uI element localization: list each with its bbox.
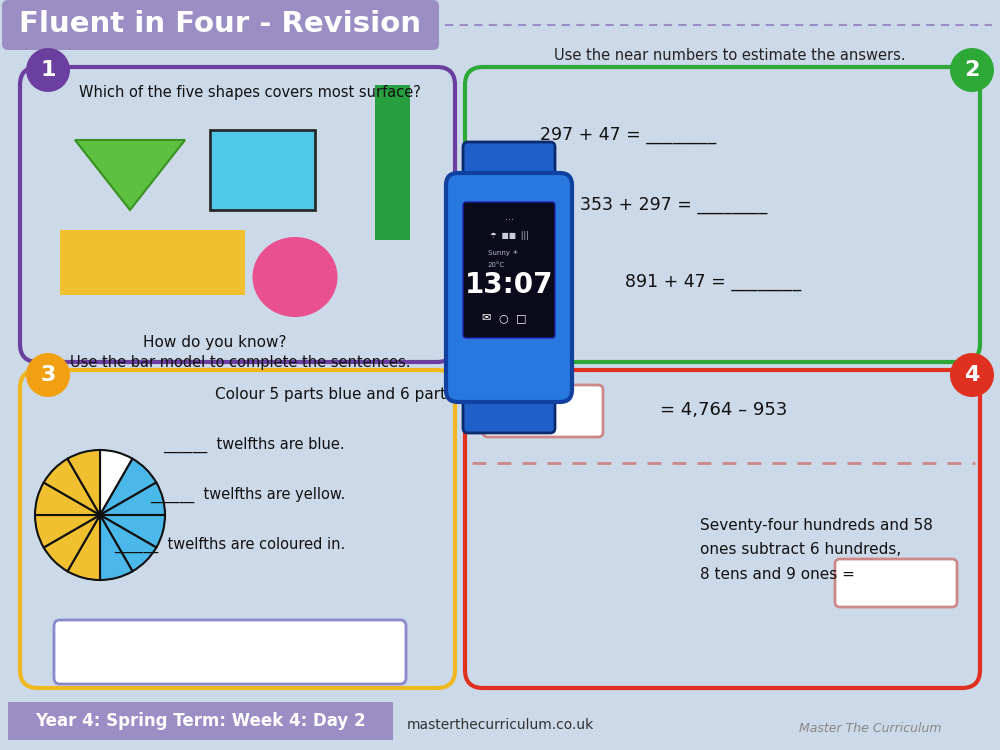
Text: Use the bar model to complete the sentences.: Use the bar model to complete the senten… — [70, 355, 410, 370]
FancyBboxPatch shape — [446, 173, 572, 402]
Text: ______  twelfths are blue.: ______ twelfths are blue. — [163, 437, 345, 453]
FancyBboxPatch shape — [463, 385, 555, 433]
Text: 4: 4 — [964, 365, 980, 385]
Wedge shape — [68, 515, 100, 580]
FancyBboxPatch shape — [54, 620, 406, 684]
FancyBboxPatch shape — [835, 559, 957, 607]
FancyBboxPatch shape — [483, 385, 603, 437]
Text: Sunny ☀: Sunny ☀ — [488, 250, 518, 256]
Circle shape — [950, 48, 994, 92]
Text: Which of the five shapes covers most surface?: Which of the five shapes covers most sur… — [79, 85, 421, 100]
Text: How do you know?: How do you know? — [143, 334, 287, 350]
FancyBboxPatch shape — [2, 0, 439, 50]
FancyBboxPatch shape — [463, 202, 555, 338]
Wedge shape — [100, 459, 156, 515]
FancyBboxPatch shape — [463, 142, 555, 190]
Polygon shape — [75, 140, 185, 210]
Text: ☂  ■■  |||: ☂ ■■ ||| — [490, 230, 528, 239]
Text: 2: 2 — [964, 60, 980, 80]
Text: Master The Curriculum: Master The Curriculum — [799, 722, 941, 734]
Wedge shape — [67, 450, 100, 515]
Text: □: □ — [516, 313, 526, 323]
Wedge shape — [100, 482, 165, 515]
FancyBboxPatch shape — [60, 230, 245, 295]
Text: 891 + 47 = ________: 891 + 47 = ________ — [625, 273, 801, 291]
Wedge shape — [44, 515, 100, 572]
Text: 13:07: 13:07 — [465, 271, 553, 299]
Ellipse shape — [252, 237, 338, 317]
Text: = 4,764 – 953: = 4,764 – 953 — [660, 401, 787, 419]
Text: ...: ... — [505, 212, 514, 222]
Text: ○: ○ — [498, 313, 508, 323]
Text: 20°C: 20°C — [488, 262, 505, 268]
FancyBboxPatch shape — [465, 67, 980, 362]
Wedge shape — [35, 482, 100, 515]
Text: ✉: ✉ — [481, 313, 491, 323]
FancyBboxPatch shape — [375, 85, 410, 240]
Text: Fluent in Four - Revision: Fluent in Four - Revision — [19, 10, 421, 38]
Text: masterthecurriculum.co.uk: masterthecurriculum.co.uk — [406, 718, 594, 732]
Wedge shape — [44, 459, 100, 515]
Text: Year 4: Spring Term: Week 4: Day 2: Year 4: Spring Term: Week 4: Day 2 — [35, 712, 365, 730]
Text: 297 + 47 = ________: 297 + 47 = ________ — [540, 126, 716, 144]
Wedge shape — [100, 450, 132, 515]
Text: ______  twelfths are yellow.: ______ twelfths are yellow. — [150, 487, 345, 503]
Text: Use the near numbers to estimate the answers.: Use the near numbers to estimate the ans… — [554, 49, 906, 64]
Wedge shape — [35, 515, 100, 548]
Circle shape — [950, 353, 994, 397]
Circle shape — [26, 48, 70, 92]
FancyBboxPatch shape — [465, 370, 980, 688]
FancyBboxPatch shape — [210, 130, 315, 210]
FancyBboxPatch shape — [8, 702, 393, 740]
Text: 1: 1 — [40, 60, 56, 80]
Text: 3: 3 — [40, 365, 56, 385]
Circle shape — [26, 353, 70, 397]
Text: 353 + 297 = ________: 353 + 297 = ________ — [580, 196, 767, 214]
Wedge shape — [100, 515, 156, 572]
Text: Seventy-four hundreds and 58
ones subtract 6 hundreds,
8 tens and 9 ones =: Seventy-four hundreds and 58 ones subtra… — [700, 518, 933, 582]
Wedge shape — [100, 515, 165, 548]
Wedge shape — [100, 515, 132, 580]
Text: ______  twelfths are coloured in.: ______ twelfths are coloured in. — [114, 537, 345, 553]
FancyBboxPatch shape — [20, 67, 455, 362]
FancyBboxPatch shape — [20, 370, 455, 688]
Text: Colour 5 parts blue and 6 parts yellow.: Colour 5 parts blue and 6 parts yellow. — [215, 388, 511, 403]
